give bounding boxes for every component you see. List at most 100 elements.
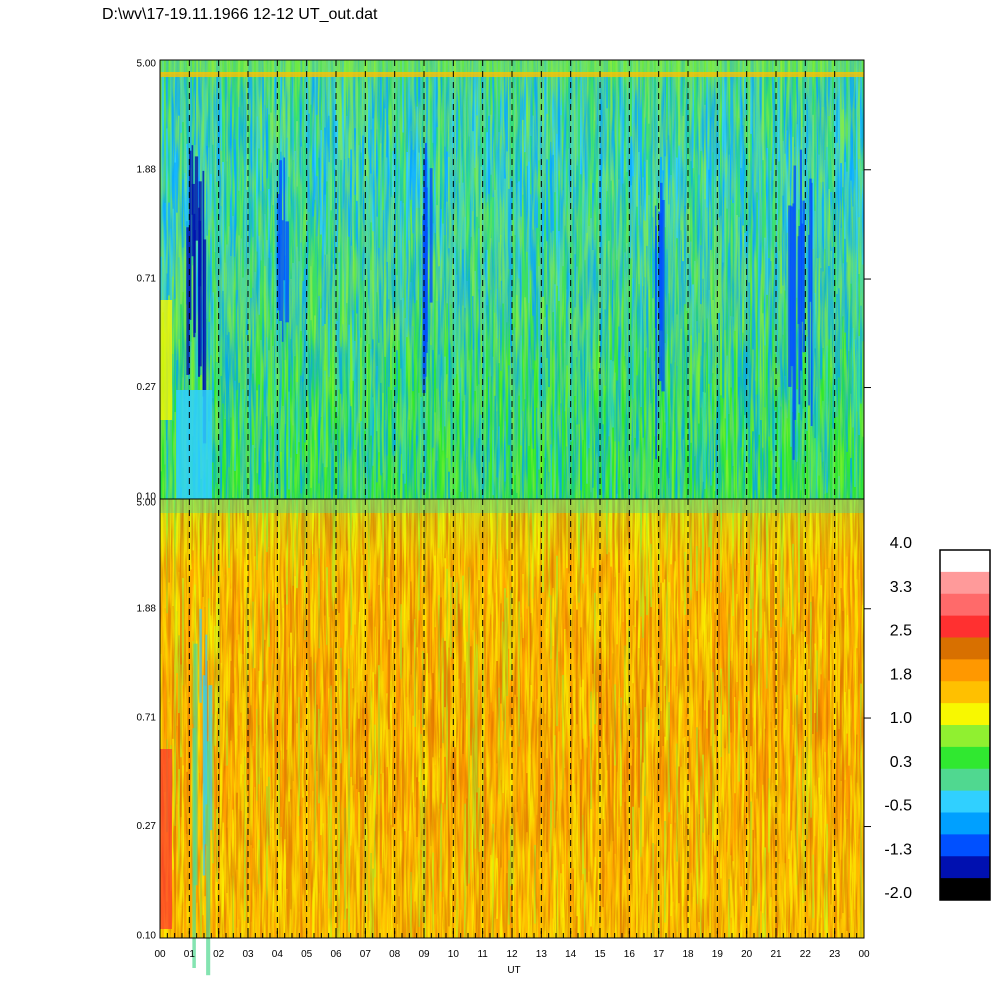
x-tick-label: 19 [712,949,724,960]
colorbar-segment [940,593,990,617]
x-tick-label: 02 [213,949,225,960]
cyan-streak [202,675,206,876]
dark-blue-streak [198,207,201,377]
colorbar-segment [940,812,990,835]
colorbar-label: 0.3 [890,754,912,771]
x-tick-label: 06 [330,949,342,960]
colorbar-label: -1.3 [884,841,912,858]
colorbar-segment [940,615,990,638]
x-tick-label: 21 [770,949,782,960]
file-title: D:\wv\17-19.11.1966 12-12 UT_out.dat [102,6,378,23]
dark-blue-streak [281,220,284,342]
colorbar-segment [940,746,990,770]
y-tick-label: 5.00 [137,59,157,70]
dark-blue-streak [810,182,813,427]
x-tick-label: 23 [829,949,841,960]
x-tick-label: 15 [594,949,606,960]
dark-blue-streak [277,193,280,265]
cyan-streak [205,634,208,805]
dark-blue-streak [203,239,207,444]
x-tick-label: 20 [741,949,753,960]
colorbar-frame [939,549,991,901]
x-tick-label: 09 [418,949,430,960]
x-tick-label: 11 [477,949,488,960]
dark-blue-streak [283,157,286,281]
colorbar-segment [940,659,990,682]
colorbar-segment [940,856,990,879]
dark-blue-streak [424,142,427,257]
dark-blue-streak [194,156,199,241]
dark-blue-streak [285,221,289,323]
colorbar-label: 1.8 [890,666,912,683]
x-tick-label: 14 [565,949,577,960]
y-tick-label: 0.10 [137,931,157,942]
colorbar-label: -0.5 [884,798,912,815]
colorbar-label: 2.5 [890,623,912,640]
dark-blue-streak [790,206,794,367]
cyan-streak [206,741,211,976]
dark-blue-streak [661,200,665,392]
lower-panel: 5.00 1.88 0.71 0.27 0.10 00 01 02 03 04 05 06 07 08 09… [137,498,871,976]
x-tick-label: 13 [536,949,548,960]
colorbar-label: 3.3 [890,579,912,596]
dark-blue-streak [655,225,657,460]
upper-heatmap-texture-2 [160,60,864,499]
dark-blue-streak [279,160,282,321]
x-tick-label: 01 [184,949,196,960]
x-tick-label: 00 [858,949,870,960]
x-axis-label: UT [507,965,520,976]
y-tick-label: 1.88 [137,164,157,175]
red-region [160,749,172,929]
y-tick-label: 5.00 [137,498,157,509]
x-tick-label: 12 [506,949,518,960]
dark-blue-streak [189,150,192,320]
dark-blue-streak [659,182,663,331]
y-tick-label: 1.88 [137,603,157,614]
y-tick-label: 0.10 [137,492,157,503]
cyan-streak [199,608,202,703]
x-tick-label: 10 [448,949,460,960]
dark-blue-streak [788,205,792,387]
y-tick-label: 0.27 [137,821,157,832]
dark-blue-streak [798,225,801,405]
dark-blue-streak [809,178,812,302]
light-blue-region [176,390,213,499]
colorbar-segment [940,637,990,660]
dark-blue-streak [800,223,804,322]
dark-blue-streak [799,149,802,371]
dark-blue-streak [424,226,428,343]
colorbar-segment [940,790,990,813]
dark-blue-streak [186,227,190,375]
x-tick-label: 16 [624,949,636,960]
lower-heatmap-texture-2 [160,499,864,938]
colorbar-segment [940,725,990,748]
y-tick-label: 0.27 [137,382,157,393]
cyan-streak [192,728,196,969]
colorbar-label: 1.0 [890,710,912,727]
x-tick-label: 04 [272,949,284,960]
colorbar-segment [940,681,990,704]
x-tick-label: 22 [800,949,812,960]
colorbar-segment [940,703,990,726]
colorbar-segment [940,768,990,792]
colorbar-segment [940,550,990,573]
dark-blue-streak [191,145,194,215]
y-tick-label: 0.71 [137,713,157,724]
dark-blue-streak [808,234,810,406]
x-tick-label: 17 [653,949,665,960]
upper-panel: 5.00 1.88 0.71 0.27 0.10 [137,59,871,503]
colorbar-segment [940,878,990,901]
cyan-streak [208,685,213,831]
dark-blue-streak [658,211,661,319]
yellow-region [160,300,172,420]
dark-blue-streak [429,168,433,303]
y-tick-label: 0.71 [137,274,157,285]
x-tick-label: 05 [301,949,313,960]
x-tick-label: 08 [389,949,401,960]
colorbar-segment [940,834,990,857]
x-tick-label: 00 [154,949,166,960]
colorbar-segment [940,571,990,595]
x-tick-label: 07 [360,949,372,960]
dark-blue-streak [277,234,281,311]
